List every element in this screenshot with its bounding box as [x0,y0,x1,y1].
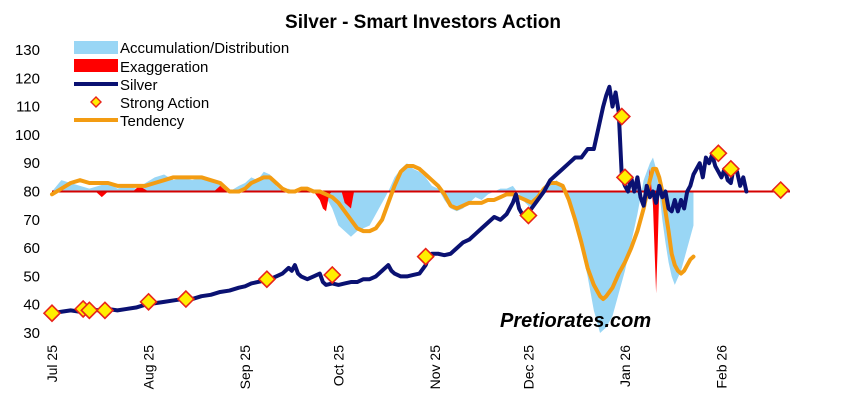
y-tick-label: 120 [15,70,40,87]
exaggeration-area [95,191,109,198]
x-tick-label: Feb 26 [713,345,729,389]
strong-action-marker [176,289,196,309]
silver-price-line [50,84,749,316]
y-tick-label: 30 [23,325,40,342]
strong-action-marker [257,270,276,289]
strong-action-marker [771,180,790,200]
y-axis-ticks: 30 40 50 60 70 80 90 100 110 120 130 [15,42,40,342]
x-tick-label: Aug 25 [141,345,157,390]
strong-action-marker [519,206,538,225]
exaggeration-area [213,185,227,192]
x-tick-label: Sep 25 [237,345,253,390]
legend-label-strong-action: Strong Action [120,95,209,112]
strong-action-marker [709,144,728,163]
x-tick-label: Jan 26 [617,345,633,387]
legend-label-exaggeration: Exaggeration [120,59,208,76]
x-tick-label: Oct 25 [330,345,346,386]
legend-swatch-accumulation [74,41,118,54]
strong-action-markers [42,107,790,323]
x-tick-label: Dec 25 [520,345,536,390]
x-tick-label: Jul 25 [44,345,60,383]
x-axis-ticks: Jul 25 Aug 25 Sep 25 Oct 25 Nov 25 Dec 25 Jan … [44,345,729,390]
exaggeration-area [341,191,355,209]
y-tick-label: 90 [23,155,40,172]
legend-label-silver: Silver [120,77,158,94]
strong-action-marker [42,304,62,323]
legend-swatch-strong-action [90,96,102,108]
y-tick-label: 100 [15,127,40,144]
exaggeration-area [132,185,149,192]
y-tick-label: 60 [23,240,40,257]
strong-action-marker [80,301,99,320]
strong-action-marker [612,107,631,126]
x-tick-label: Nov 25 [427,345,443,390]
strong-action-marker [95,301,115,320]
strong-action-marker [416,247,435,266]
legend-label-accumulation: Accumulation/Distribution [120,40,289,57]
strong-action-marker [139,292,158,312]
y-tick-label: 110 [16,99,40,116]
strong-action-marker [721,159,740,178]
strong-action-marker [615,168,635,187]
watermark: Pretiorates.com [500,310,651,332]
plot-area [42,84,790,333]
y-tick-label: 70 [23,212,40,229]
legend-label-tendency: Tendency [120,113,185,130]
y-tick-label: 50 [23,268,40,285]
strong-action-marker [323,265,342,285]
tendency-line [50,164,696,302]
legend-swatch-exaggeration [74,59,118,72]
legend-diamond [90,96,102,108]
chart-title: Silver - Smart Investors Action [285,12,561,33]
y-tick-label: 130 [15,42,40,59]
y-tick-label: 40 [23,297,40,314]
y-tick-label: 80 [23,184,40,201]
legend: Accumulation/Distribution Exaggeration S… [74,40,289,130]
